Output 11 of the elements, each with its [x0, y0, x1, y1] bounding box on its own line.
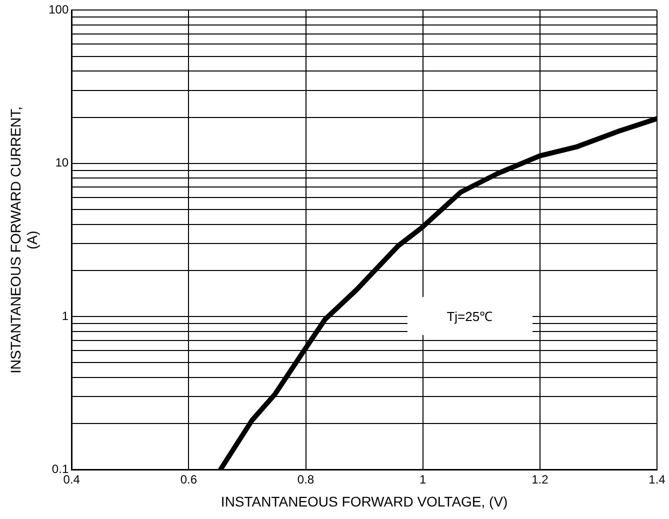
y-tick-label: 100: [48, 2, 69, 17]
y-tick-label: 1: [62, 308, 69, 323]
x-tick-label: 0.6: [180, 472, 198, 486]
x-tick-label: 1: [420, 472, 427, 486]
x-tick-label: 1.4: [648, 472, 666, 486]
x-tick-label: 1.2: [532, 472, 549, 486]
x-axis-title: INSTANTANEOUS FORWARD VOLTAGE, (V): [220, 493, 508, 510]
annotation: Tj=25℃: [446, 308, 493, 325]
x-tick-label: 0.8: [297, 472, 314, 486]
y-tick-label: 10: [55, 156, 69, 170]
y-axis-title: INSTANTANEOUS FORWARD CURRENT, (A): [7, 106, 40, 374]
